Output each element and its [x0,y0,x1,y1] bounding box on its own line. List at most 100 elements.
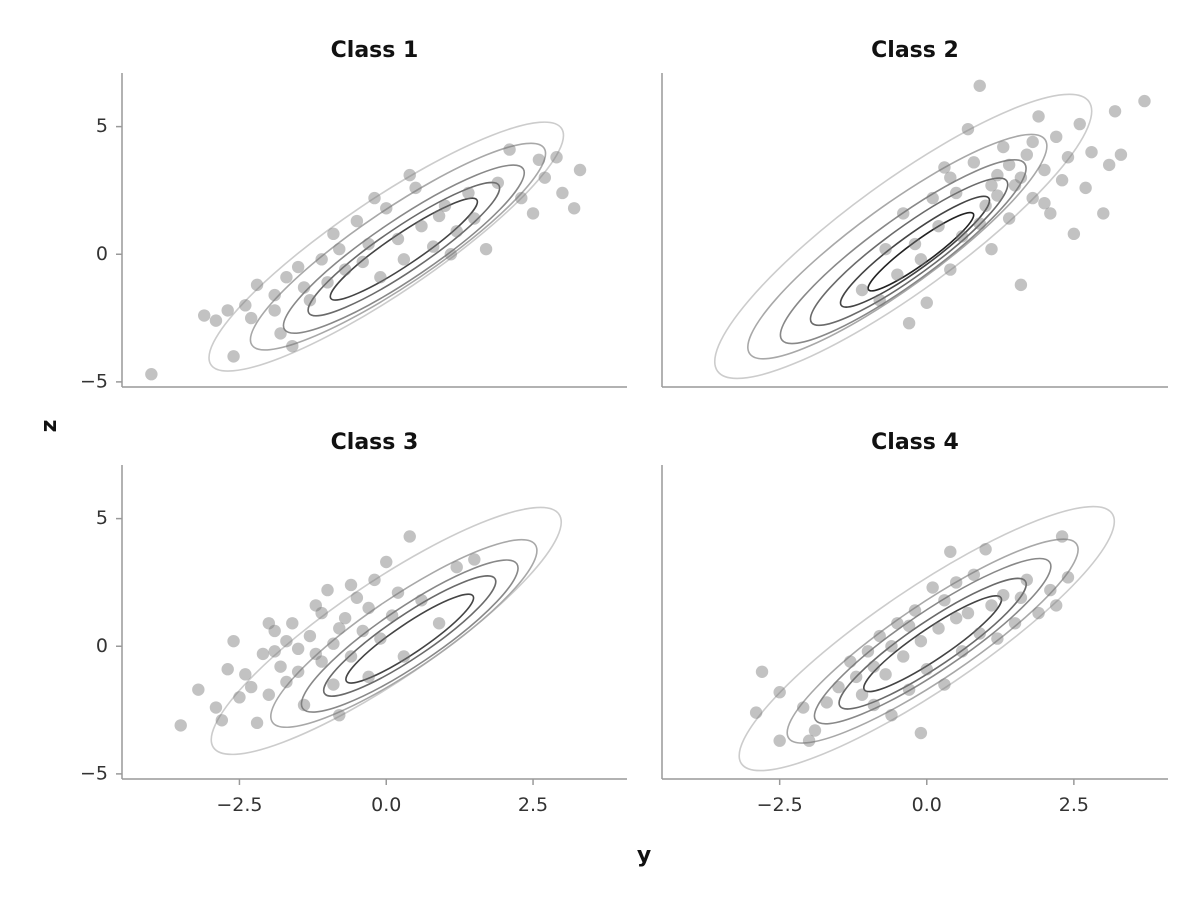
data-point [297,281,311,294]
data-point [949,576,963,589]
data-point [280,675,293,689]
density-contour [867,211,975,292]
data-point [468,212,481,225]
panel-class-3: Class 3 5 0 −5 −2.5 0.0 2.5 [80,430,627,816]
data-point [209,701,223,714]
density-contour [307,181,501,317]
data-point [192,683,205,696]
data-point [961,122,975,136]
data-point [268,288,281,302]
data-point [268,304,281,317]
panel-class-4: Class 4 −2.5 0.0 2.5 [661,430,1168,816]
density-contour [786,538,1079,744]
data-point [415,594,428,607]
data-point [368,573,381,587]
data-point [879,242,892,256]
data-point [344,578,358,592]
data-point [244,311,258,325]
data-point [280,634,293,648]
data-point [808,724,822,737]
data-point [438,199,452,212]
data-point [926,191,939,205]
data-point [291,642,305,656]
data-point [897,650,910,663]
data-point [914,253,928,266]
data-point [985,599,998,612]
data-point [967,156,981,169]
data-point [567,202,581,215]
data-point [479,242,493,256]
data-point [902,619,916,633]
data-point [244,680,258,694]
density-contour [839,195,991,308]
panel-title: Class 4 [871,430,959,455]
data-point [415,219,428,233]
density-contour [863,595,1003,693]
data-point [873,629,886,643]
data-point [362,237,375,251]
panel-class-1: Class 1 5 0 −5 [80,38,627,392]
x-tick-label: 0.0 [912,794,942,816]
data-point [1073,117,1086,131]
data-point [1008,617,1022,630]
panel-class-2: Class 2 [661,38,1168,388]
x-axis-label: y [637,843,651,868]
panel-title: Class 3 [331,430,419,455]
data-point [902,683,916,696]
data-point [550,151,563,164]
data-point [397,650,411,663]
data-point [280,271,293,284]
data-point [344,650,358,663]
data-point [274,327,287,340]
density-contour [210,506,563,756]
data-point [1008,179,1022,192]
y-tick-label: 5 [96,507,108,529]
density-contour [329,197,479,301]
data-point [1038,196,1051,210]
data-point [1014,171,1028,184]
data-point [374,271,387,284]
density-contour [282,164,526,335]
density-contour [809,177,1009,327]
data-point [333,708,346,722]
data-point [855,688,869,701]
data-point [1050,599,1063,612]
data-point [914,726,928,740]
data-point [385,609,399,622]
data-point [215,714,229,727]
density-contour [208,121,565,372]
data-point [832,680,845,694]
data-point [873,294,886,307]
data-point [891,617,904,630]
data-point [462,186,475,200]
data-point [1014,278,1028,292]
data-point [1038,163,1051,177]
density-contour [300,559,519,713]
data-point [979,543,992,556]
data-point [938,161,951,174]
data-point [315,253,328,266]
data-point [362,670,375,684]
density-contour [713,93,1093,380]
data-point [949,186,963,200]
data-point [327,227,340,241]
data-point [1002,212,1016,225]
data-point [944,263,957,276]
data-point [820,696,833,709]
data-point [749,706,763,719]
density-contour [813,557,1052,725]
data-point [1102,158,1116,172]
data-point [1061,151,1075,164]
data-point [1061,571,1075,584]
data-point [773,686,786,699]
data-point [380,202,393,215]
data-point [944,171,957,184]
data-point [926,581,939,594]
y-tick-label: 5 [96,115,108,137]
data-point [1067,227,1081,241]
data-point [556,186,569,200]
data-point [1079,181,1092,195]
data-point [262,688,276,701]
data-point [991,632,1004,645]
data-point [327,637,340,650]
